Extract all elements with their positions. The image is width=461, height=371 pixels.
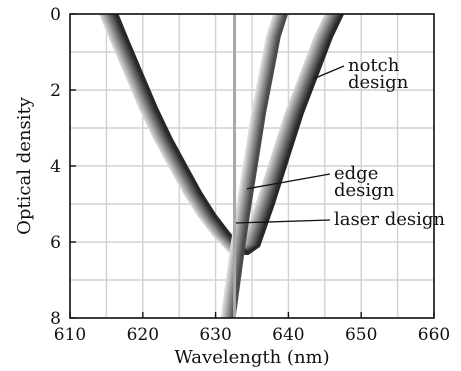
y-tick-label: 8	[50, 309, 61, 329]
x-tick-label: 640	[272, 325, 304, 345]
y-axis-ticks: 0 2 4 6 8	[50, 5, 76, 329]
x-axis-title: Wavelength (nm)	[174, 347, 329, 368]
y-tick-label: 6	[50, 233, 61, 253]
series-notch-design	[104, 14, 334, 255]
series-notch-design	[106, 14, 336, 255]
x-tick-label: 610	[54, 325, 86, 345]
series-notch-design	[109, 14, 339, 255]
series-notch-design	[111, 14, 340, 255]
series-edge-design	[232, 14, 288, 318]
x-tick-label: 620	[127, 325, 159, 345]
series-notch-design	[114, 14, 343, 255]
y-axis-title: Optical density	[14, 96, 35, 235]
series-notch-design	[112, 14, 341, 255]
annotations: notch design edge design laser design	[235, 55, 445, 230]
y-tick-label: 2	[50, 81, 61, 101]
x-tick-label: 660	[418, 325, 450, 345]
annotation-label: laser design	[334, 209, 445, 230]
y-tick-label: 4	[50, 157, 61, 177]
x-tick-label: 650	[345, 325, 377, 345]
series-notch-design	[108, 14, 338, 255]
annotation-leader	[246, 173, 331, 190]
x-axis-ticks: 610 620 630 640 650 660	[54, 312, 450, 345]
x-tick-label: 630	[199, 325, 231, 345]
annotation-label: notch design	[348, 55, 409, 93]
series-notch-design	[115, 14, 344, 255]
annotation-leader	[313, 65, 345, 80]
annotation-label: edge design	[334, 163, 395, 201]
y-tick-label: 0	[50, 5, 61, 25]
plot-area	[99, 14, 344, 318]
series-notch-design	[105, 14, 335, 255]
annotation-leader	[235, 219, 331, 224]
series-notch-design	[113, 14, 342, 255]
